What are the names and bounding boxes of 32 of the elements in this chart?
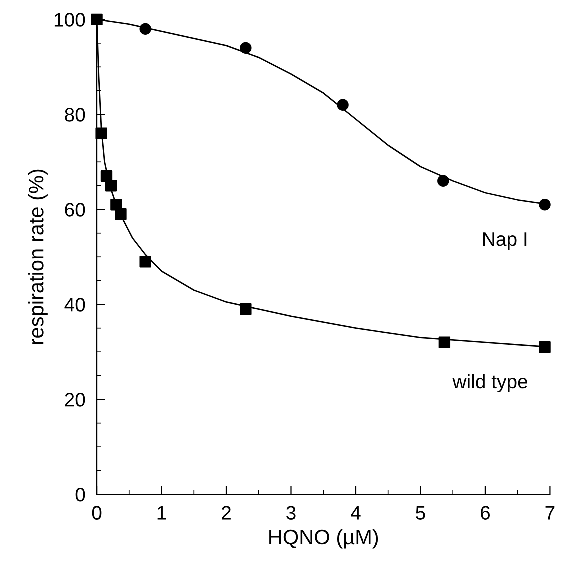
x-tick-label: 2 xyxy=(222,506,231,520)
point xyxy=(240,304,252,316)
y-tick-label: 60 xyxy=(65,203,86,217)
point xyxy=(105,180,118,192)
point xyxy=(110,199,122,211)
x-axis-title: HQNO (µM) xyxy=(270,529,378,549)
x-tick-label: 0 xyxy=(92,506,102,520)
y-tick-label: 20 xyxy=(65,393,86,407)
x-tick-label: 4 xyxy=(351,506,361,520)
point xyxy=(438,336,451,348)
point xyxy=(96,128,108,140)
y-tick-label: 100 xyxy=(54,13,86,27)
x-tick-label: 3 xyxy=(286,506,296,520)
x-tick-label: 6 xyxy=(481,506,490,520)
point xyxy=(140,23,152,36)
point xyxy=(438,175,450,187)
point xyxy=(337,99,349,111)
point xyxy=(115,208,127,220)
point xyxy=(140,256,152,268)
point xyxy=(91,14,103,26)
y-tick-label: 40 xyxy=(64,298,86,312)
x-tick-label: 1 xyxy=(158,506,166,520)
series-label: wild type xyxy=(452,374,528,393)
y-tick-label: 0 xyxy=(76,488,86,502)
x-tick-label: 5 xyxy=(416,506,426,520)
y-axis-title: respiration rate (%) xyxy=(28,170,48,344)
point xyxy=(539,342,551,354)
series-label: Nap I xyxy=(483,232,527,250)
point xyxy=(240,42,252,54)
x-tick-label: 7 xyxy=(546,506,555,520)
y-tick-label: 80 xyxy=(65,108,86,122)
point xyxy=(539,199,551,211)
